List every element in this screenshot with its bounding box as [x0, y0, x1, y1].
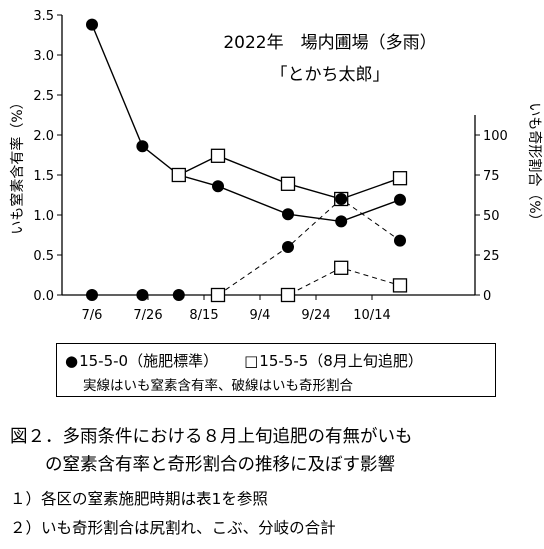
data-point-circle	[335, 193, 348, 205]
data-point-square	[280, 287, 296, 303]
y-right-tick-label: 0	[483, 289, 491, 304]
data-point-circle	[86, 18, 98, 31]
legend-item-topdress: 15-5-5（8月上旬追肥）	[259, 352, 423, 370]
y-left-tick-label: 2.0	[33, 129, 54, 144]
x-tick-label: 7/26	[133, 308, 162, 323]
data-point-square	[210, 148, 226, 163]
right-axis-ticks: 0 25 50 75 100	[475, 129, 508, 304]
x-axis-ticks: 7/6 7/26 8/15 9/4 9/24 10/14	[82, 295, 391, 323]
data-point-circle	[335, 215, 348, 228]
data-point-circle	[282, 241, 294, 253]
y-left-tick-label: 3.5	[33, 9, 54, 24]
x-tick-label: 9/24	[301, 308, 330, 323]
open-square-icon: □	[244, 352, 259, 370]
data-point-square	[392, 278, 408, 293]
footnote-1: １）各区の窒素施肥時期は表1を参照	[10, 490, 268, 508]
y-left-tick-label: 1.0	[33, 209, 54, 224]
y-left-tick-label: 0.5	[33, 249, 54, 264]
figure-caption-line2: の窒素含有率と奇形割合の推移に及ぼす影響	[10, 455, 395, 475]
data-point-square	[392, 171, 408, 186]
footnote-2: ２）いも奇形割合は尻割れ、こぶ、分岐の合計	[10, 519, 336, 537]
data-point-circle	[136, 289, 149, 301]
y-left-tick-label: 0.0	[33, 289, 54, 304]
data-point-circle	[172, 289, 185, 301]
series-line-3	[92, 198, 401, 296]
filled-circle-icon: ●	[65, 352, 79, 370]
y-left-tick-label: 1.5	[33, 169, 54, 184]
legend-row-series: ●15-5-0（施肥標準） □15-5-5（8月上旬追肥）	[65, 350, 423, 371]
y-right-tick-label: 25	[483, 249, 500, 264]
y-right-tick-label: 75	[483, 169, 500, 184]
y-right-tick-label: 50	[483, 209, 500, 224]
data-point-square	[334, 260, 349, 275]
legend-note: 実線はいも窒素含有率、破線はいも奇形割合	[83, 378, 353, 394]
x-tick-label: 9/4	[250, 308, 271, 323]
x-tick-label: 8/15	[189, 308, 218, 323]
y-right-tick-label: 100	[483, 129, 508, 144]
data-point-square	[171, 167, 186, 183]
x-tick-label: 7/6	[82, 308, 103, 323]
chart-legend: ●15-5-0（施肥標準） □15-5-5（8月上旬追肥） 実線はいも窒素含有率、…	[56, 343, 496, 397]
data-point-circle	[136, 140, 149, 153]
data-point-square	[210, 287, 226, 303]
legend-item-standard: 15-5-0（施肥標準）	[79, 352, 219, 370]
y-left-tick-label: 2.5	[33, 89, 54, 104]
chart-title-line2: 「とかち太郎」	[271, 65, 390, 85]
series-markers	[86, 18, 408, 303]
y-left-tick-label: 3.0	[33, 49, 54, 64]
series-line-4	[218, 267, 401, 296]
y-axis-right-label: いも奇形割合（%）	[526, 102, 543, 227]
data-point-circle	[394, 234, 406, 247]
data-point-circle	[394, 193, 406, 206]
figure-caption-line1: 図２．多雨条件における８月上旬追肥の有無がいも	[10, 427, 413, 447]
data-point-circle	[86, 289, 98, 301]
y-axis-left-label: いも窒素含有率（%）	[9, 95, 26, 234]
data-point-circle	[212, 180, 224, 193]
data-point-square	[280, 176, 296, 191]
x-tick-label: 10/14	[353, 308, 390, 323]
data-point-circle	[282, 208, 294, 221]
chart-title-line1: 2022年 場内圃場（多雨）	[223, 33, 436, 53]
chart-axes	[61, 15, 476, 296]
series-line-1	[91, 24, 401, 223]
left-axis-ticks: 0.0 0.5 1.0 1.5 2.0 2.5 3.0 3.5	[33, 9, 62, 304]
